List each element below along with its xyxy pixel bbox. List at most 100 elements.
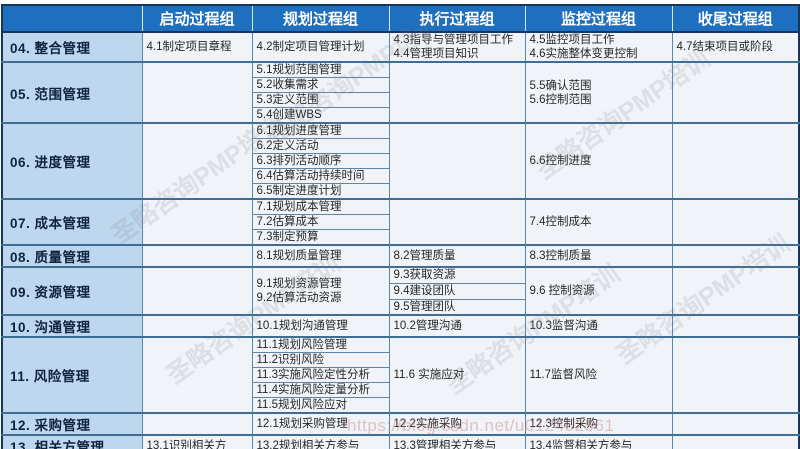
row-stakeholder: 13. 相关方管理 13.1识别相关方 13.2规划相关方参与 13.3管理相关… xyxy=(1,434,800,449)
cell-11-planning-2: 11.2识别风险 xyxy=(251,352,390,368)
cell-09-planning: 9.1规划资源管理 9.2估算活动资源 xyxy=(251,266,390,316)
row-integration: 04. 整合管理 4.1制定项目章程 4.2制定项目管理计划 4.3指导与管理项… xyxy=(1,31,800,63)
cell-06-planning-4: 6.4估算活动持续时间 xyxy=(251,168,390,184)
process-item: 5.6控制范围 xyxy=(529,93,592,106)
process-item: 11.3实施风险定性分析 xyxy=(256,369,371,381)
process-item: 7.1规划成本管理 xyxy=(256,201,342,213)
cell-05-planning-4: 5.4创建WBS xyxy=(251,107,390,124)
cell-05-planning-1: 5.1规划范围管理 xyxy=(251,61,390,78)
process-item: 7.3制定预算 xyxy=(256,231,319,243)
process-item: 6.3排列活动顺序 xyxy=(256,155,342,167)
cell-10-initiating xyxy=(141,314,253,338)
process-item: 4.1制定项目章程 xyxy=(146,41,232,53)
area-label-04: 04. 整合管理 xyxy=(1,31,143,63)
row-quality: 08. 质量管理 8.1规划质量管理 8.2管理质量 8.3控制质量 xyxy=(1,244,800,268)
cell-07-planning-1: 7.1规划成本管理 xyxy=(251,198,390,215)
cell-08-executing: 8.2管理质量 xyxy=(388,244,526,268)
process-item: 6.1规划进度管理 xyxy=(256,125,342,137)
process-item: 11.5规划风险应对 xyxy=(256,399,348,411)
area-label-11: 11. 风险管理 xyxy=(1,336,143,414)
header-row: 启动过程组 规划过程组 执行过程组 监控过程组 收尾过程组 xyxy=(2,5,799,33)
process-item: 10.1规划沟通管理 xyxy=(256,320,348,332)
header-initiating-group: 启动过程组 xyxy=(141,5,252,33)
cell-04-monitoring: 4.5监控项目工作 4.6实施整体变更控制 xyxy=(524,31,673,63)
process-item: 9.1规划资源管理 xyxy=(256,278,342,290)
row-risk: 11. 风险管理 11.1规划风险管理 11.6 实施应对 11.7监督风险 xyxy=(1,336,800,414)
cell-06-planning-1: 6.1规划进度管理 xyxy=(251,122,390,139)
cell-04-initiating: 4.1制定项目章程 xyxy=(141,31,253,63)
cell-07-executing xyxy=(388,198,526,246)
process-item: 11.2识别风险 xyxy=(256,354,325,366)
cell-04-planning: 4.2制定项目管理计划 xyxy=(251,31,390,63)
row-cost: 07. 成本管理 7.1规划成本管理 7.4控制成本 xyxy=(1,198,800,246)
process-item: 11.4实施风险定量分析 xyxy=(256,384,371,396)
process-item: 12.2实施采购 xyxy=(393,418,462,430)
header-executing-group: 执行过程组 xyxy=(388,5,525,33)
cell-05-planning-3: 5.3定义范围 xyxy=(251,92,390,108)
cell-04-closing: 4.7结束项目或阶段 xyxy=(671,31,800,63)
process-item: 9.5管理团队 xyxy=(393,300,456,313)
cell-07-initiating xyxy=(141,198,253,246)
row-procurement: 12. 采购管理 12.1规划采购管理 12.2实施采购 12.3控制采购 xyxy=(1,412,800,436)
process-item: 9.3获取资源 xyxy=(393,269,456,282)
cell-12-closing xyxy=(671,412,800,436)
header-monitoring-group: 监控过程组 xyxy=(524,5,672,33)
cell-08-closing xyxy=(671,244,800,268)
process-item: 6.2定义活动 xyxy=(256,140,319,152)
row-scope: 05. 范围管理 5.1规划范围管理 5.5确认范围 5.6控制范围 xyxy=(1,61,800,124)
cell-12-monitoring: 12.3控制采购 xyxy=(524,412,673,436)
cell-11-closing xyxy=(671,336,800,414)
process-item: 6.4估算活动持续时间 xyxy=(256,170,365,182)
area-label-05: 05. 范围管理 xyxy=(1,61,143,124)
pmp-process-table: 启动过程组 规划过程组 执行过程组 监控过程组 收尾过程组 04. 整合管理 4… xyxy=(1,4,800,449)
process-item: 4.7结束项目或阶段 xyxy=(676,41,774,53)
cell-05-executing xyxy=(388,61,526,124)
row-resource: 09. 资源管理 9.1规划资源管理 9.2估算活动资源 9.3获取资源 9.6… xyxy=(1,266,800,316)
cell-09-executing-2: 9.4建设团队 xyxy=(388,282,526,300)
cell-06-planning-3: 6.3排列活动顺序 xyxy=(251,153,390,169)
process-item: 9.6 控制资源 xyxy=(529,285,595,297)
area-label-08: 08. 质量管理 xyxy=(1,244,143,268)
process-item: 12.3控制采购 xyxy=(529,418,598,430)
process-item: 4.5监控项目工作 xyxy=(529,34,615,46)
process-item: 9.2估算活动资源 xyxy=(256,292,342,304)
cell-05-planning-2: 5.2收集需求 xyxy=(251,77,390,93)
area-label-07: 07. 成本管理 xyxy=(1,198,143,246)
process-item: 11.6 实施应对 xyxy=(393,369,465,381)
cell-10-closing xyxy=(671,314,800,338)
cell-08-monitoring: 8.3控制质量 xyxy=(524,244,673,268)
cell-11-executing: 11.6 实施应对 xyxy=(388,336,526,414)
cell-07-monitoring: 7.4控制成本 xyxy=(524,198,673,246)
area-label-13: 13. 相关方管理 xyxy=(1,434,143,449)
cell-07-closing xyxy=(671,198,800,246)
cell-11-planning-3: 11.3实施风险定性分析 xyxy=(251,367,390,383)
cell-09-executing-3: 9.5管理团队 xyxy=(388,298,526,316)
cell-09-closing xyxy=(671,266,800,316)
cell-05-closing xyxy=(671,61,800,124)
cell-10-executing: 10.2管理沟通 xyxy=(388,314,526,338)
cell-12-initiating xyxy=(141,412,253,436)
cell-06-initiating xyxy=(141,122,253,200)
process-item: 5.5确认范围 xyxy=(529,79,592,92)
process-item: 5.3定义范围 xyxy=(256,94,319,106)
process-item: 8.2管理质量 xyxy=(393,250,456,262)
process-item: 7.2估算成本 xyxy=(256,216,319,228)
cell-06-monitoring: 6.6控制进度 xyxy=(524,122,673,200)
cell-10-planning: 10.1规划沟通管理 xyxy=(251,314,390,338)
cell-11-planning-5: 11.5规划风险应对 xyxy=(251,397,390,414)
process-item: 4.6实施整体变更控制 xyxy=(529,48,638,60)
cell-09-executing-1: 9.3获取资源 xyxy=(388,266,526,284)
process-item: 10.3监督沟通 xyxy=(529,320,598,332)
cell-05-monitoring: 5.5确认范围 5.6控制范围 xyxy=(524,61,673,124)
cell-10-monitoring: 10.3监督沟通 xyxy=(524,314,673,338)
cell-09-initiating xyxy=(141,266,253,316)
process-item: 6.6控制进度 xyxy=(529,155,592,167)
area-label-10: 10. 沟通管理 xyxy=(1,314,143,338)
cell-06-executing xyxy=(388,122,526,200)
cell-11-planning-1: 11.1规划风险管理 xyxy=(251,336,390,353)
cell-07-planning-2: 7.2估算成本 xyxy=(251,214,390,230)
header-planning-group: 规划过程组 xyxy=(251,5,389,33)
cell-11-initiating xyxy=(141,336,253,414)
process-item: 9.4建设团队 xyxy=(393,285,456,297)
